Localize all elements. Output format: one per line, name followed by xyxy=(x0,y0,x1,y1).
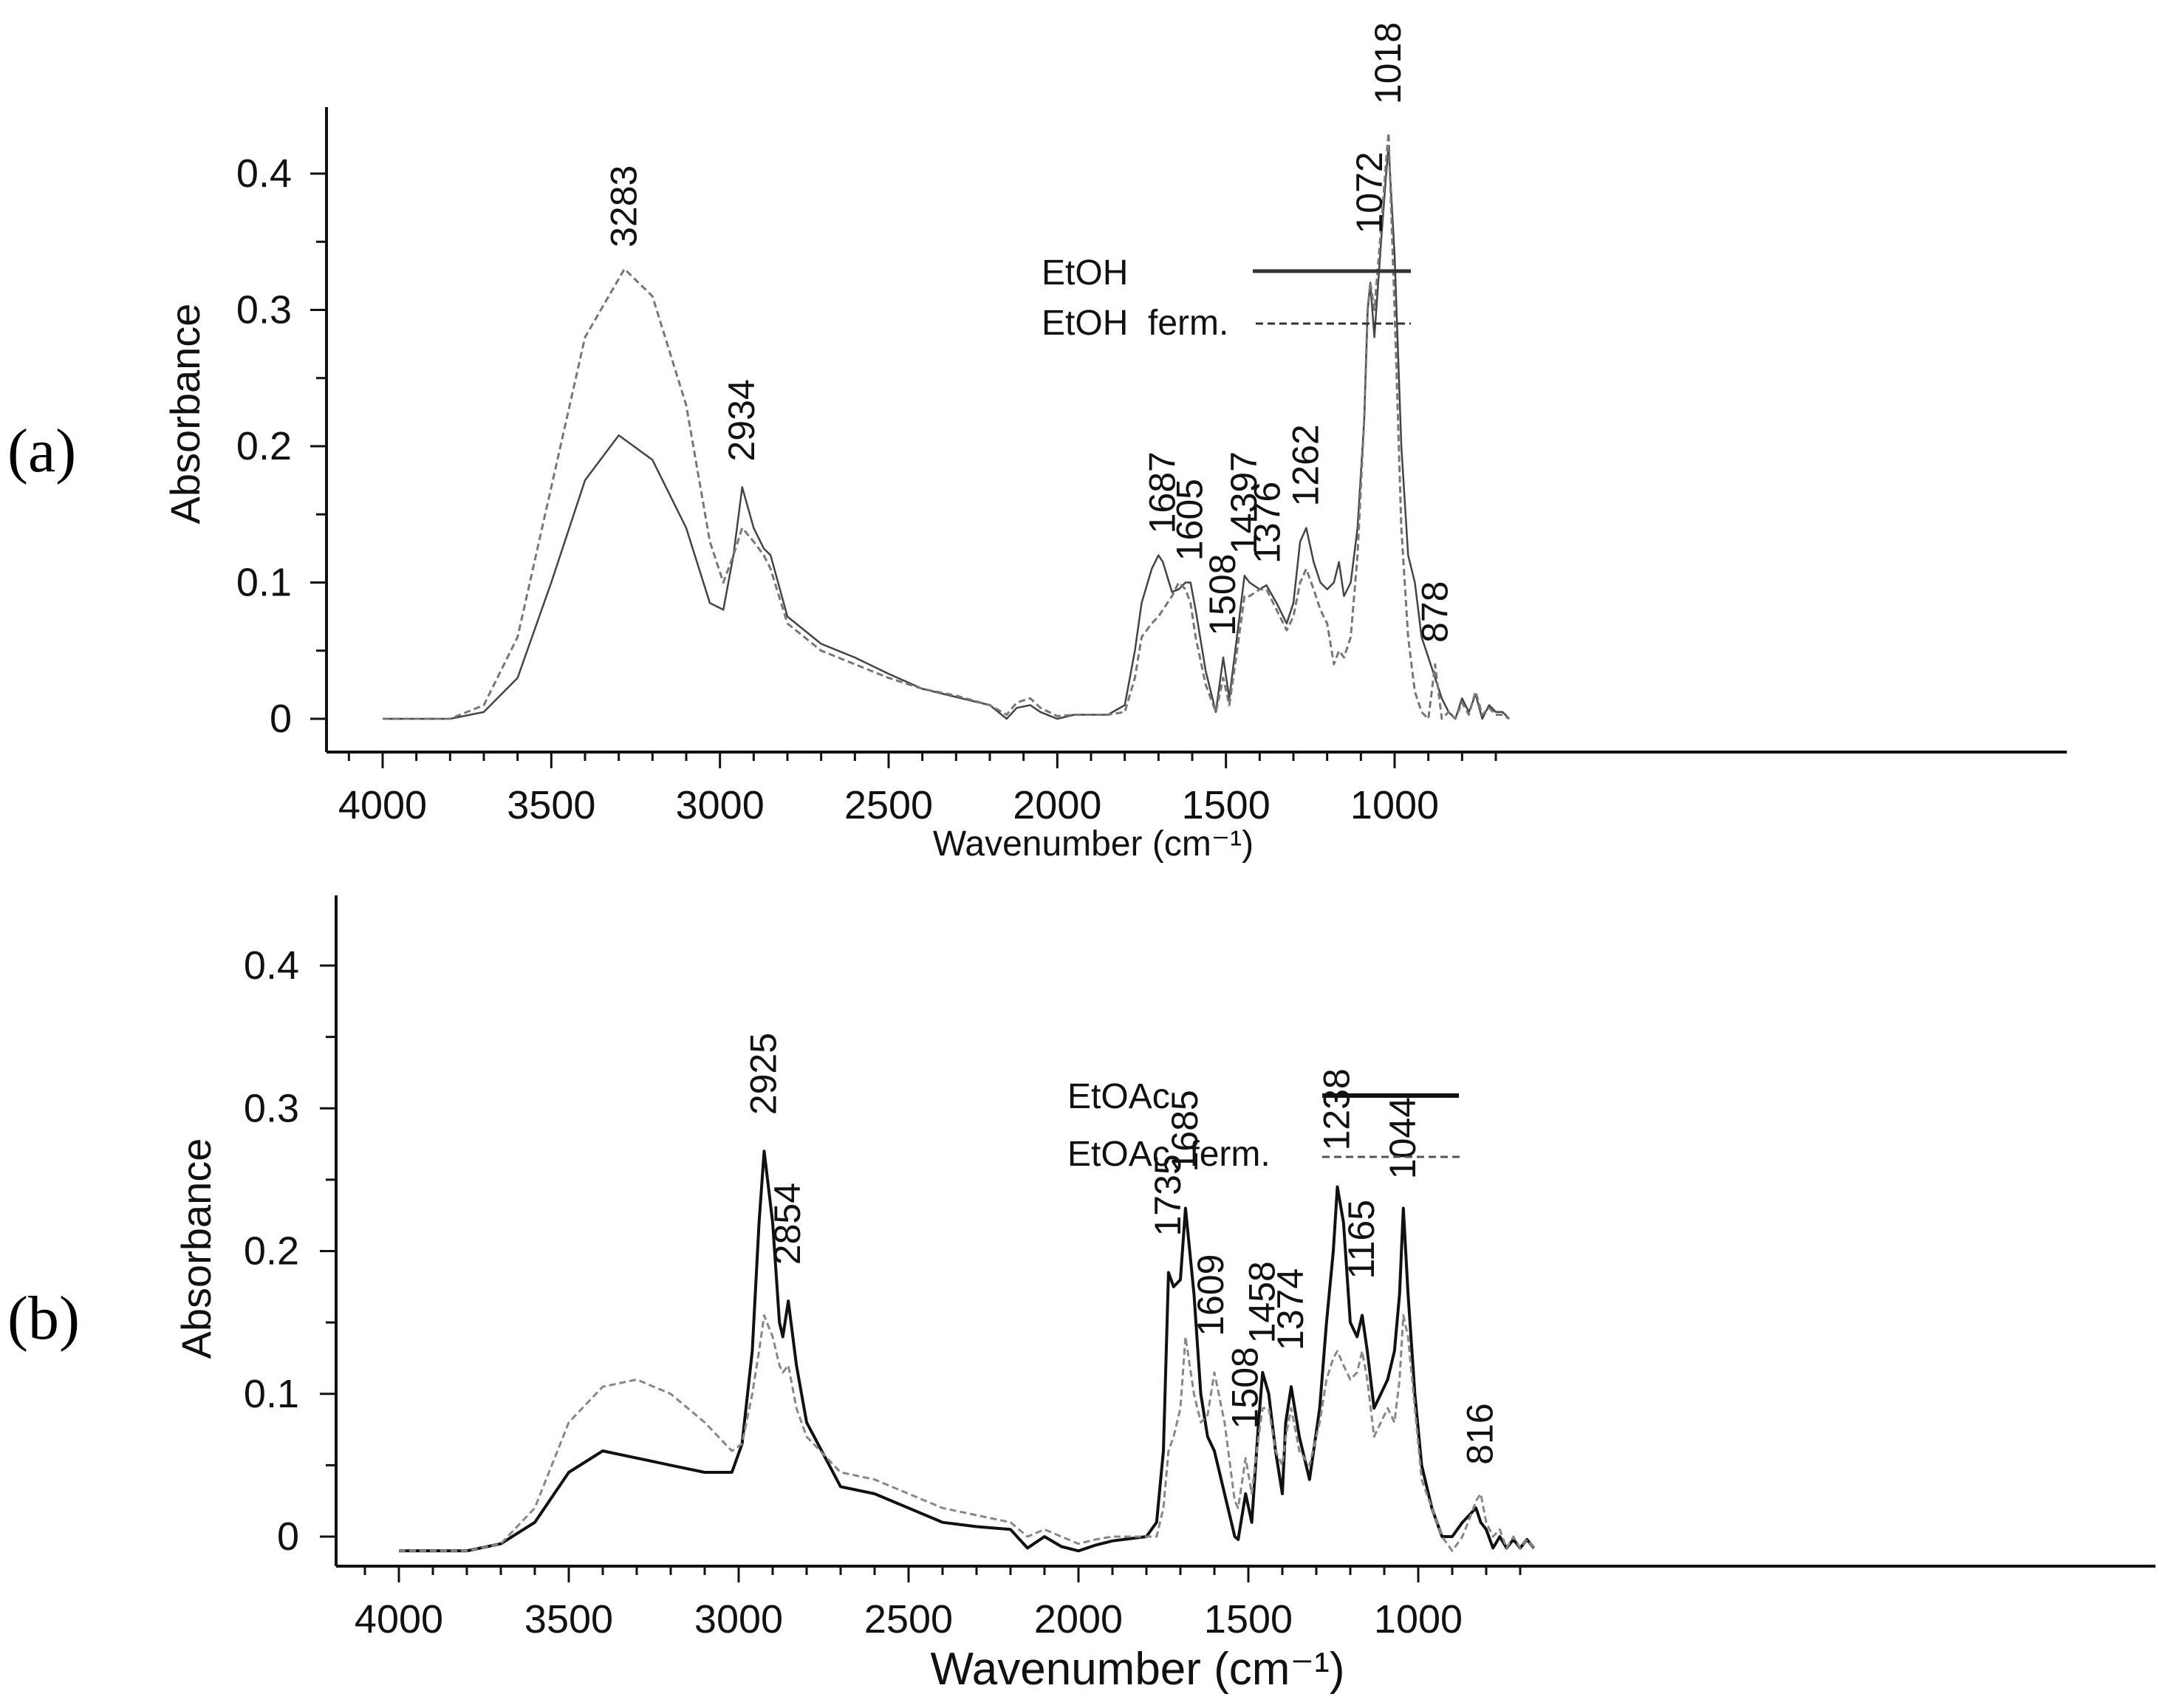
y-tick-label: 0.1 xyxy=(244,1372,299,1416)
peak-label: 1238 xyxy=(1316,1068,1358,1150)
y-tick-label: 0.1 xyxy=(236,561,292,605)
x-tick-label: 2000 xyxy=(1034,1597,1123,1642)
panel-b-axes xyxy=(335,895,2155,1568)
panel-a: (a) 0 0.1 0.2 0.3 0.4 4000 3500 3000 2500 2000 15… xyxy=(7,22,2067,864)
series-line-fermented xyxy=(383,131,1511,720)
panel-b-y-ticks: 0 0.1 0.2 0.3 0.4 xyxy=(244,943,336,1559)
peak-label: 1376 xyxy=(1246,482,1288,564)
x-tick-label: 3000 xyxy=(676,783,765,827)
y-tick-label: 0 xyxy=(277,1514,299,1559)
x-tick-label: 1500 xyxy=(1204,1597,1293,1642)
legend-label-etoac-ferm: EtOAc ferm. xyxy=(1067,1135,1271,1174)
peak-label: 1687 xyxy=(1141,451,1183,533)
peak-label: 1605 xyxy=(1169,479,1211,561)
peak-label: 1018 xyxy=(1367,22,1409,104)
y-tick-label: 0.4 xyxy=(236,151,292,196)
peak-label: 1458 xyxy=(1241,1261,1282,1343)
peak-label: 1609 xyxy=(1190,1254,1231,1336)
y-tick-label: 0.4 xyxy=(244,943,299,988)
x-tick-label: 2500 xyxy=(864,1597,953,1642)
peak-label: 1165 xyxy=(1341,1200,1382,1280)
panel-a-legend: EtOH EtOH ferm. xyxy=(1042,253,1411,343)
panel-label-a: (a) xyxy=(7,417,76,485)
peak-label: 1508 xyxy=(1202,554,1243,636)
peak-label: 2934 xyxy=(721,379,762,461)
panel-b-x-ticks: 4000 3500 3000 2500 2000 1500 1000 xyxy=(355,1566,1522,1642)
y-tick-label: 0.2 xyxy=(244,1229,299,1274)
series-line-extract xyxy=(383,145,1511,720)
panel-a-series-group xyxy=(383,131,1511,720)
x-tick-label: 2500 xyxy=(844,783,933,827)
peak-label: 3283 xyxy=(603,165,644,247)
panel-b-y-axis-title: Absorbance xyxy=(173,1138,219,1359)
panel-b-x-axis-title: Wavenumber (cm⁻¹) xyxy=(931,1644,1345,1695)
series-line-fermented xyxy=(399,1314,1535,1552)
x-tick-label: 2000 xyxy=(1013,783,1101,827)
panel-b: (b) 0 0.1 0.2 0.3 0.4 4000 3500 3000 2500 2000 15… xyxy=(7,895,2155,1695)
panel-label-b: (b) xyxy=(7,1284,80,1353)
x-tick-label: 1000 xyxy=(1350,783,1439,827)
x-tick-label: 4000 xyxy=(355,1597,443,1642)
peak-label: 1072 xyxy=(1349,151,1390,233)
x-tick-label: 4000 xyxy=(338,783,427,827)
x-tick-label: 1000 xyxy=(1374,1597,1463,1642)
panel-b-series-group xyxy=(399,1150,1535,1553)
peak-label: 1508 xyxy=(1224,1347,1265,1429)
y-tick-label: 0.2 xyxy=(236,424,292,468)
panel-a-y-ticks: 0 0.1 0.2 0.3 0.4 xyxy=(236,151,326,741)
peak-label: 2925 xyxy=(743,1033,784,1115)
legend-label-etoh-ferm: EtOH ferm. xyxy=(1042,304,1228,343)
y-tick-label: 0.3 xyxy=(244,1086,299,1130)
legend-label-etoac: EtOAc xyxy=(1067,1077,1170,1116)
peak-label: 2854 xyxy=(767,1183,808,1265)
peak-label: 1044 xyxy=(1382,1097,1423,1179)
peak-label: 1262 xyxy=(1285,424,1326,506)
peak-label: 1685 xyxy=(1164,1090,1206,1172)
y-tick-label: 0.3 xyxy=(236,288,292,332)
y-tick-label: 0 xyxy=(270,697,292,741)
panel-a-y-axis-title: Absorbance xyxy=(162,304,208,525)
peak-label: 1735 xyxy=(1147,1154,1189,1236)
x-tick-label: 3500 xyxy=(524,1597,613,1642)
panel-a-x-ticks: 4000 3500 3000 2500 2000 1500 1000 xyxy=(338,752,1497,827)
peak-label: 1374 xyxy=(1270,1268,1311,1350)
panel-a-axes xyxy=(325,107,2067,754)
panel-a-x-axis-title: Wavenumber (cm⁻¹) xyxy=(933,824,1254,864)
peak-label: 14397 xyxy=(1223,451,1265,554)
x-tick-label: 1500 xyxy=(1182,783,1271,827)
x-tick-label: 3500 xyxy=(507,783,595,827)
x-tick-label: 3000 xyxy=(694,1597,783,1642)
legend-label-etoh: EtOH xyxy=(1042,253,1128,293)
panel-b-legend: EtOAc EtOAc ferm. xyxy=(1067,1077,1463,1174)
peak-label: 878 xyxy=(1415,581,1456,643)
series-line-extract xyxy=(399,1150,1535,1553)
peak-label: 816 xyxy=(1460,1403,1501,1464)
